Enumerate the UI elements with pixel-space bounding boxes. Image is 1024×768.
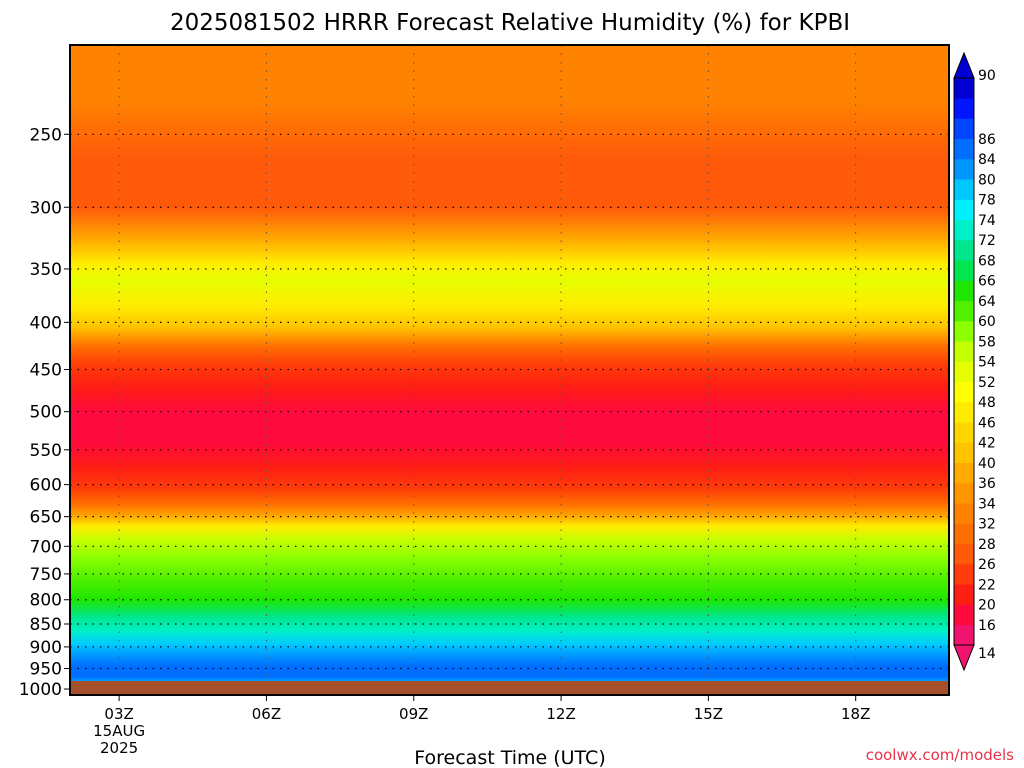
x-tick-label-06Z: 06Z (252, 705, 281, 723)
colorbar-label-36: 36 (978, 476, 996, 492)
x-date-label-line2: 2025 (100, 739, 138, 757)
y-tick-label-900: 900 (30, 638, 62, 658)
colorbar-swatch-18 (954, 260, 974, 281)
colorbar-swatch-14 (954, 341, 974, 362)
colorbar-swatch-5 (954, 523, 974, 545)
colorbar-label-80: 80 (978, 172, 996, 188)
colorbar-swatch-22 (954, 179, 974, 200)
chart-title: 2025081502 HRRR Forecast Relative Humidi… (170, 10, 850, 36)
y-tick-label-500: 500 (30, 403, 62, 423)
y-tick-label-400: 400 (30, 313, 62, 333)
colorbar-swatch-27 (954, 78, 974, 99)
colorbar-swatch-26 (954, 98, 974, 119)
y-tick-label-350: 350 (30, 260, 62, 280)
colorbar-label-52: 52 (978, 375, 996, 391)
colorbar-swatch-7 (954, 483, 974, 504)
y-tick-label-600: 600 (30, 476, 62, 496)
y-tick-label-700: 700 (30, 537, 62, 557)
colorbar-swatch-19 (954, 240, 974, 261)
colorbar: 14 16 20 22 26 28 32 34 36 40 42 46 48 52 54 58 60 64 66 68… (953, 51, 996, 672)
colorbar-label-40: 40 (978, 456, 996, 472)
colorbar-label-20: 20 (978, 598, 996, 614)
colorbar-frame (953, 77, 975, 646)
y-tick-label-550: 550 (30, 441, 62, 461)
colorbar-swatch-25 (954, 118, 974, 140)
y-tick-label-950: 950 (30, 660, 62, 680)
y-tick-label-1000: 1000 (19, 680, 62, 700)
colorbar-label-26: 26 (978, 557, 996, 573)
x-tick-label-15Z: 15Z (694, 705, 723, 723)
x-tick-label-18Z: 18Z (841, 705, 870, 723)
colorbar-swatch-0 (954, 624, 974, 646)
rh-variation-overlay (70, 45, 949, 695)
colorbar-swatch-9 (954, 442, 974, 464)
colorbar-label-68: 68 (978, 253, 996, 269)
colorbar-swatch-11 (954, 402, 974, 423)
colorbar-label-22: 22 (978, 577, 996, 593)
colorbar-label-84: 84 (978, 152, 996, 168)
y-tick-label-800: 800 (30, 591, 62, 611)
x-axis-label: Forecast Time (UTC) (414, 747, 605, 768)
colorbar-label-42: 42 (978, 436, 996, 452)
colorbar-swatch-21 (954, 199, 974, 221)
terrain-band (70, 681, 949, 695)
colorbar-swatch-4 (954, 543, 974, 565)
colorbar-label-32: 32 (978, 517, 996, 533)
colorbar-swatch-2 (954, 584, 974, 605)
colorbar-label-58: 58 (978, 334, 996, 350)
colorbar-label-64: 64 (978, 294, 996, 310)
colorbar-label-78: 78 (978, 193, 996, 209)
colorbar-swatch-16 (954, 300, 974, 322)
colorbar-label-46: 46 (978, 415, 996, 431)
y-tick-label-650: 650 (30, 508, 62, 528)
colorbar-label-14: 14 (978, 646, 996, 662)
y-axis: 250 300 350 400 450 500 550 600 650 700 750 800 850 9… (19, 125, 70, 700)
colorbar-swatch-8 (954, 462, 974, 484)
colorbar-label-34: 34 (978, 496, 996, 512)
colorbar-label-86: 86 (978, 132, 996, 148)
colorbar-label-48: 48 (978, 395, 996, 411)
colorbar-max-arrow (953, 51, 975, 79)
y-tick-label-250: 250 (30, 125, 62, 145)
colorbar-swatch-13 (954, 361, 974, 383)
x-tick-label-09Z: 09Z (399, 705, 428, 723)
colorbar-label-74: 74 (978, 213, 996, 229)
rh-field (70, 45, 949, 695)
plot-area (70, 45, 949, 695)
colorbar-swatch-1 (954, 604, 974, 626)
y-tick-label-450: 450 (30, 361, 62, 381)
y-tick-label-300: 300 (30, 198, 62, 218)
colorbar-swatch-3 (954, 564, 974, 585)
colorbar-label-54: 54 (978, 355, 996, 371)
colorbar-label-28: 28 (978, 537, 996, 553)
colorbar-label-90: 90 (978, 68, 996, 84)
colorbar-label-16: 16 (978, 618, 996, 634)
colorbar-swatch-12 (954, 381, 974, 403)
colorbar-swatch-10 (954, 422, 974, 443)
colorbar-swatch-23 (954, 159, 974, 180)
colorbar-swatch-17 (954, 280, 974, 302)
colorbar-min-arrow (953, 644, 975, 672)
colorbar-label-60: 60 (978, 314, 996, 330)
colorbar-swatch-6 (954, 503, 974, 524)
colorbar-label-66: 66 (978, 274, 996, 290)
y-tick-label-750: 750 (30, 565, 62, 585)
colorbar-swatch-20 (954, 219, 974, 241)
y-tick-label-850: 850 (30, 615, 62, 635)
x-tick-label-12Z: 12Z (546, 705, 575, 723)
colorbar-swatch-24 (954, 138, 974, 160)
x-tick-label-03Z: 03Z (104, 705, 133, 723)
credit-text: coolwx.com/models (866, 746, 1014, 764)
x-date-label-line1: 15AUG (93, 722, 145, 740)
colorbar-swatch-15 (954, 321, 974, 342)
colorbar-label-72: 72 (978, 233, 996, 249)
